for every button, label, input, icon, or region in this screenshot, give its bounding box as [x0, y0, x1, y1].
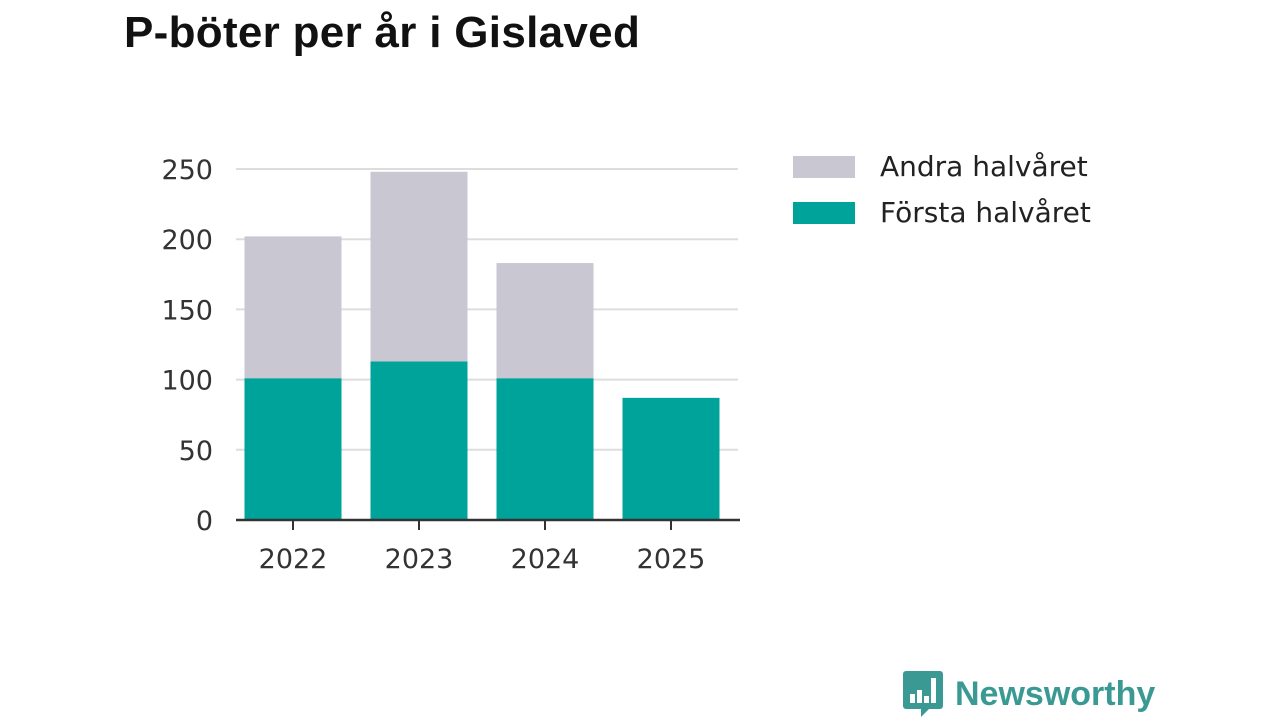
- legend-swatch: [793, 155, 855, 178]
- y-tick-label: 200: [161, 225, 213, 256]
- bar-2025-första: [622, 397, 720, 520]
- legend-item-andra: Andra halvåret: [793, 150, 1088, 183]
- y-tick-label: 150: [161, 295, 213, 326]
- chart-title: P-böter per år i Gislaved: [124, 8, 641, 57]
- y-tick-label: 0: [196, 506, 213, 537]
- legend-label: Andra halvåret: [880, 150, 1088, 183]
- newsworthy-logo: Newsworthy: [903, 670, 1155, 718]
- bar-2024-andra: [496, 263, 594, 379]
- bar-2023-första: [370, 361, 468, 520]
- bar-2024-första: [496, 378, 594, 520]
- y-tick-label: 100: [161, 366, 213, 397]
- x-tick-label: 2022: [259, 544, 328, 575]
- bar-2023-andra: [370, 171, 468, 362]
- legend-item-forsta: Första halvåret: [793, 196, 1091, 229]
- legend-swatch: [793, 201, 855, 224]
- bar-2022-andra: [244, 236, 342, 379]
- x-tick-label: 2025: [637, 544, 706, 575]
- logo-text: Newsworthy: [955, 674, 1156, 713]
- logo-icon: [903, 671, 943, 717]
- y-tick-label: 50: [179, 436, 213, 467]
- legend-label: Första halvåret: [880, 196, 1091, 229]
- x-tick-label: 2023: [385, 544, 454, 575]
- y-tick-label: 250: [161, 155, 213, 186]
- x-tick-label: 2024: [511, 544, 580, 575]
- bar-2022-första: [244, 378, 342, 520]
